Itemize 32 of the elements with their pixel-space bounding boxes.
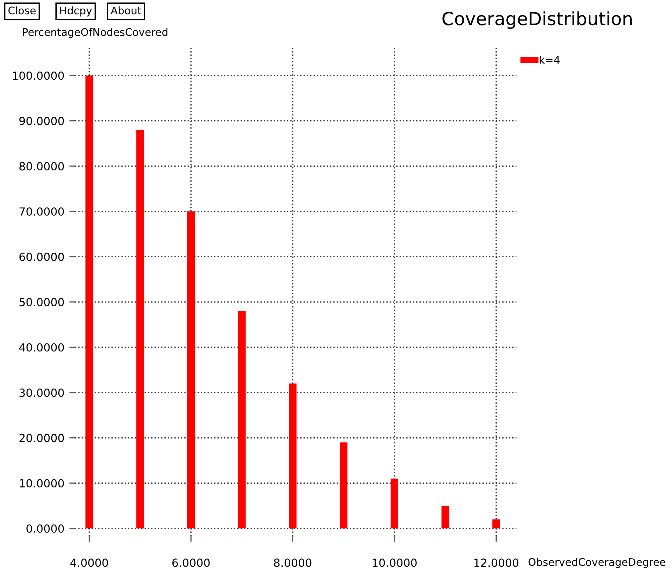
bar — [187, 212, 196, 529]
y-tick-label: 30.0000 — [20, 388, 64, 398]
x-tick-label: 8.0000 — [274, 558, 312, 568]
text: Hdcpy — [60, 6, 92, 17]
y-tick-label: 10.0000 — [20, 479, 64, 488]
bar — [390, 478, 399, 529]
y-tick-label: 20.0000 — [20, 434, 64, 442]
chart-title: CoverageDistribution — [442, 12, 632, 30]
text: Close — [8, 6, 36, 15]
x-tick-label: 6.0000 — [172, 558, 210, 568]
bar — [492, 520, 500, 529]
legend-label: k=4 — [540, 56, 560, 64]
x-tick-label: 10.0000 — [372, 558, 417, 568]
bar — [238, 311, 246, 529]
text: About — [110, 6, 142, 15]
bar — [136, 130, 144, 529]
y-tick-label: 100.0000 — [13, 72, 64, 80]
y-tick-label: 90.0000 — [20, 117, 64, 126]
x-tick-label: 4.0000 — [70, 558, 108, 568]
x-axis-title: ObservedCoverageDegree — [528, 558, 666, 568]
bar — [442, 506, 450, 529]
bar — [340, 442, 348, 529]
y-tick-label: 50.0000 — [20, 298, 64, 307]
y-tick-label: 70.0000 — [20, 208, 64, 216]
y-tick-label: 40.0000 — [19, 343, 64, 352]
y-tick-label: 0.0000 — [26, 524, 64, 534]
y-axis-title: PercentageOfNodesCovered — [23, 28, 168, 38]
x-tick-label: 12.0000 — [474, 558, 519, 568]
y-tick-label: 60.0000 — [20, 252, 64, 262]
bar — [289, 384, 297, 529]
y-tick-label: 80.0000 — [20, 162, 64, 171]
bar — [86, 76, 94, 529]
